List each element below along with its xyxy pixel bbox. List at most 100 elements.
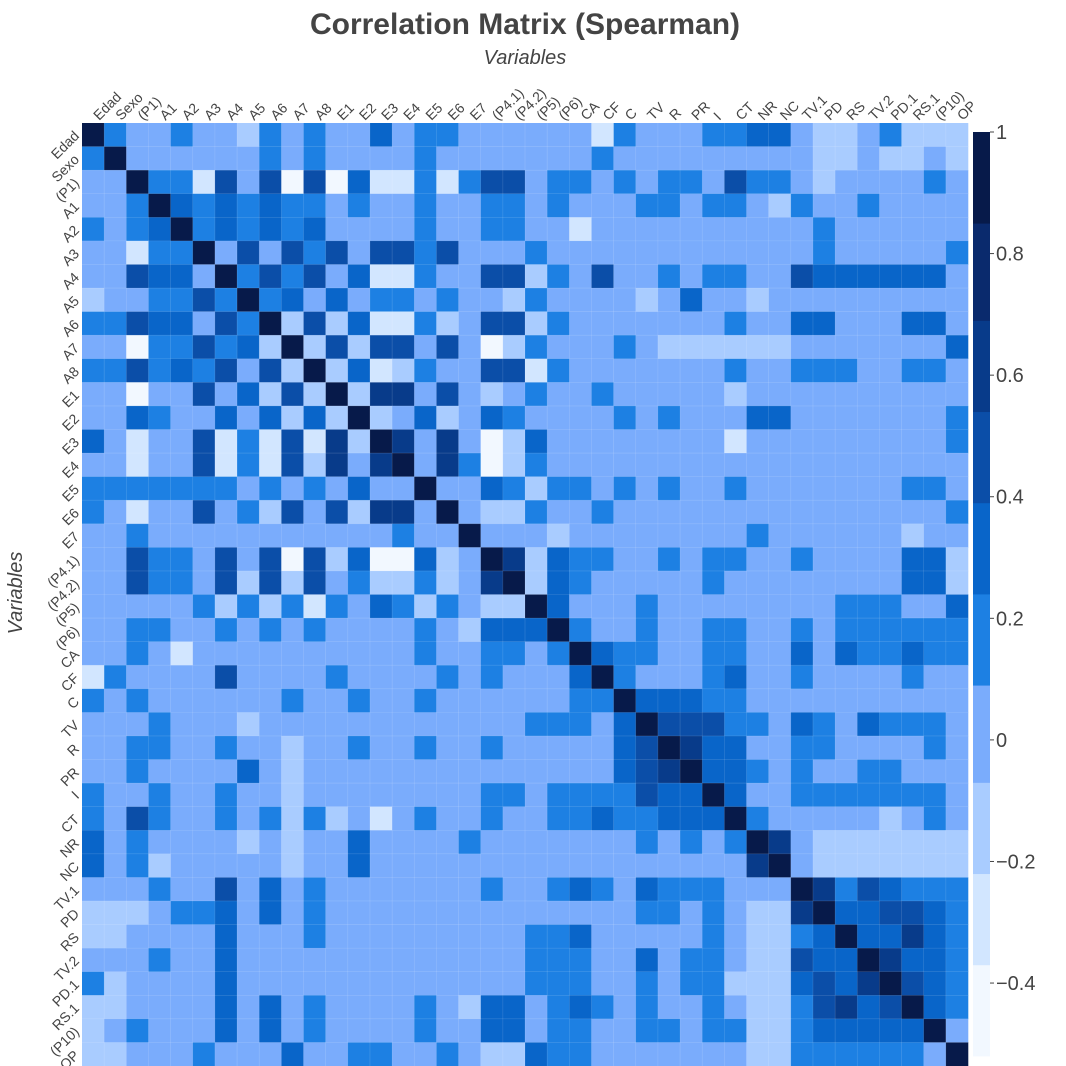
heatmap-cell [613,429,637,454]
heatmap-cell [768,311,792,336]
heatmap-cell [214,995,238,1020]
heatmap-cell [923,594,947,619]
heatmap-cell [790,900,814,925]
heatmap-cell [702,806,725,831]
heatmap-cell [82,240,105,265]
heatmap-cell [635,1018,659,1043]
heatmap-cell [192,783,216,807]
heatmap-cell [547,193,570,218]
heatmap-cell [82,1018,105,1043]
heatmap-cell [281,641,304,666]
heatmap-cell [126,759,149,784]
heatmap-cell [746,382,769,407]
heatmap-cell [790,570,814,595]
heatmap-cell [82,382,105,407]
heatmap-cell [502,924,526,949]
heatmap-cell [923,877,947,902]
heatmap-cell [835,948,858,973]
heatmap-cell [126,641,149,666]
heatmap-cell [170,240,194,265]
heatmap-cell [436,853,459,878]
heatmap-cell [901,948,924,973]
heatmap-cell [613,924,637,949]
heatmap-cell [192,217,216,242]
heatmap-cell [635,783,659,807]
heatmap-cell [126,311,149,336]
heatmap-cell [214,264,238,289]
heatmap-cell [148,641,171,666]
heatmap-cell [569,240,592,265]
heatmap-cell [303,783,326,807]
heatmap-cell [259,665,282,690]
heatmap-cell [812,170,836,195]
heatmap-cell [746,570,769,595]
heatmap-cell [945,288,969,312]
heatmap-cell [303,288,326,312]
heatmap-cell [635,523,659,548]
heatmap-cell [768,594,792,619]
heatmap-cell [436,264,459,289]
heatmap-cell [835,924,858,949]
heatmap-cell [126,240,149,265]
heatmap-cell [790,382,814,407]
heatmap-cell [436,500,459,525]
heatmap-cell [480,1018,504,1043]
heatmap-cell [657,924,681,949]
heatmap-cell [325,971,349,996]
y-tick-label: E5 [59,481,83,505]
heatmap-cell [82,948,105,973]
heatmap-cell [790,712,814,737]
heatmap-cell [879,170,902,195]
heatmap-cell [613,240,637,265]
heatmap-cell [812,1042,836,1066]
heatmap-cell [569,193,592,218]
heatmap-cell [812,948,836,973]
heatmap-cell [724,618,747,642]
heatmap-cell [237,641,260,666]
heatmap-cell [502,240,526,265]
heatmap-cell [458,570,481,595]
heatmap-cell [170,123,194,147]
heatmap-cell [126,146,149,171]
heatmap-cell [414,806,437,831]
heatmap-cell [170,146,194,171]
heatmap-cell [901,783,924,807]
heatmap-cell [347,146,371,171]
heatmap-cell [436,523,459,548]
heatmap-cell [591,641,614,666]
heatmap-cell [569,618,592,642]
heatmap-cell [502,853,526,878]
heatmap-cell [259,924,282,949]
heatmap-cell [812,240,836,265]
heatmap-cell [547,570,570,595]
heatmap-cell [657,900,681,925]
heatmap-cell [812,405,836,430]
heatmap-cell [547,830,570,855]
heatmap-cell [502,783,526,807]
heatmap-cell [923,1018,947,1043]
heatmap-cell [458,735,481,760]
heatmap-cell [547,264,570,289]
x-tick-label: E4 [400,100,424,124]
heatmap-cell [392,735,415,760]
heatmap-cell [502,193,526,218]
heatmap-cell [857,453,880,477]
heatmap-cell [901,170,924,195]
heatmap-cell [392,240,415,265]
heatmap-cell [369,806,393,831]
heatmap-cell [392,146,415,171]
heatmap-cell [502,665,526,690]
heatmap-cell [901,193,924,218]
heatmap-cell [414,311,437,336]
heatmap-cell [502,405,526,430]
heatmap-cell [502,594,526,619]
heatmap-cell [613,830,637,855]
heatmap-cell [82,759,105,784]
heatmap-cell [303,523,326,548]
heatmap-cell [82,594,105,619]
heatmap-cell [879,217,902,242]
heatmap-cell [369,712,393,737]
heatmap-cell [657,783,681,807]
heatmap-cell [325,877,349,902]
heatmap-cell [414,665,437,690]
